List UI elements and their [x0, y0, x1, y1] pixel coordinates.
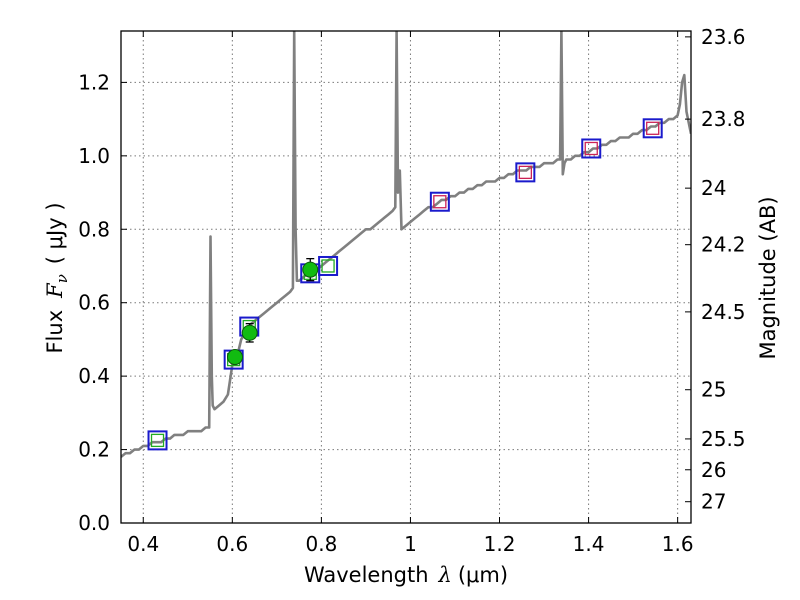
- model-box-red-inner: [584, 141, 598, 156]
- y-tick-label: 0.8: [78, 217, 110, 241]
- magnitude-tick-label: 27: [701, 490, 726, 514]
- spectrum-line: [121, 31, 691, 458]
- grid-lines: [121, 31, 691, 524]
- magnitude-tick-labels: 23.6 23.8 24 24.2 24.5 25 25.5 26 27: [701, 25, 746, 514]
- observed-point: [241, 324, 258, 341]
- x-tick-labels: 0.4 0.6 0.8 1 1.2 1.4 1.6: [127, 532, 693, 556]
- model-box-red-inner: [518, 165, 532, 180]
- y-tick-label: 0.4: [78, 364, 110, 388]
- magnitude-tick-label: 24.2: [701, 233, 746, 257]
- y-axis-label-symbol-sub: ν: [53, 274, 71, 283]
- y-tick-label: 1.0: [78, 144, 110, 168]
- observed-point: [227, 349, 243, 366]
- y-tick-label: 0.2: [78, 438, 110, 462]
- y-axis-label-main: Flux: [43, 310, 67, 354]
- model-box-red-outer: [429, 191, 450, 212]
- model-box-red-outer: [515, 162, 536, 183]
- magnitude-tick-label: 25: [701, 378, 726, 402]
- model-box-red-outer: [581, 138, 602, 159]
- x-tick-label: 1: [404, 532, 417, 556]
- model-box-green-inner: [150, 433, 165, 448]
- model-box-red-inner: [433, 195, 447, 209]
- x-tick-label: 0.4: [127, 532, 159, 556]
- y-axis-label-unit: ( μJy ): [43, 202, 67, 264]
- x-tick-label: 0.8: [305, 532, 337, 556]
- x-axis-label-unit: (μm): [458, 563, 508, 587]
- x-axis-label: Wavelength λ (μm): [304, 563, 508, 587]
- plot-background: [121, 31, 691, 523]
- x-axis-label-main: Wavelength: [304, 563, 429, 587]
- observed-point: [302, 261, 319, 278]
- model-box-green-outer: [147, 430, 168, 451]
- magnitude-tick-label: 26: [701, 458, 726, 482]
- y-tick-label: 1.2: [78, 70, 110, 94]
- magnitude-tick-label: 23.6: [701, 25, 746, 49]
- x-tick-label: 1.6: [662, 532, 694, 556]
- y-axis-right-label: Magnitude (AB): [756, 196, 780, 359]
- model-box-red-inner: [646, 121, 660, 135]
- magnitude-tick-label: 24.5: [701, 300, 746, 324]
- x-tick-label: 1.4: [573, 532, 605, 556]
- y-tick-label: 0.0: [78, 511, 110, 535]
- magnitude-tick-label: 23.8: [701, 107, 746, 131]
- x-axis-label-symbol: λ: [438, 563, 452, 587]
- y-axis-label-symbol: F: [43, 282, 67, 299]
- model-box-green-inner: [321, 259, 335, 273]
- svg-text:FluxFν( μJy ): Flux Fν ( μJy ): [43, 202, 71, 353]
- magnitude-tick-label: 25.5: [701, 427, 746, 451]
- x-tick-label: 1.2: [484, 532, 516, 556]
- model-box-green-outer: [318, 255, 339, 276]
- y-tick-label: 0.6: [78, 291, 110, 315]
- magnitude-tick-label: 24: [701, 176, 726, 200]
- y-axis-label: Flux Fν ( μJy ): [43, 202, 71, 353]
- plot-frame: [120, 30, 692, 524]
- series-layer: [121, 31, 691, 458]
- y-tick-labels: 0.0 0.2 0.4 0.6 0.8 1.0 1.2: [78, 70, 110, 535]
- model-box-red-outer: [642, 118, 663, 139]
- tick-marks: [121, 31, 691, 524]
- x-tick-label: 0.6: [216, 532, 248, 556]
